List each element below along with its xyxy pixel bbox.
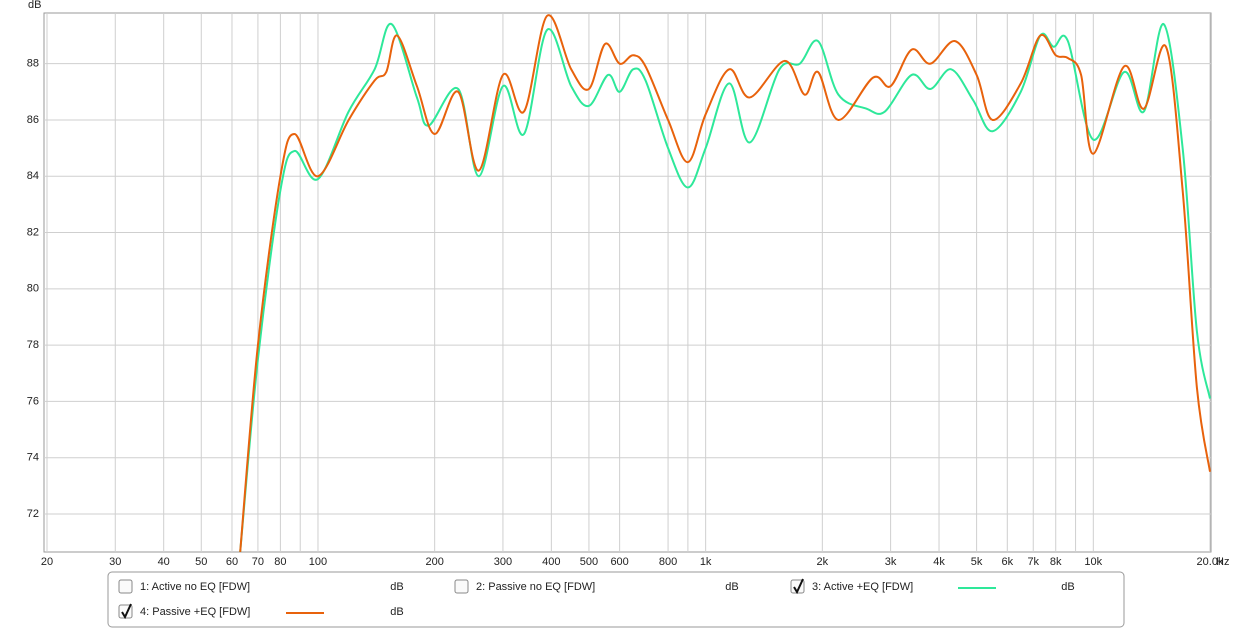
- legend: [107, 571, 1125, 628]
- y-tick-label: 78: [27, 339, 39, 351]
- legend-unit: dB: [390, 606, 403, 618]
- x-tick-label: 20: [41, 556, 53, 568]
- x-tick-label: 30: [109, 556, 121, 568]
- plot-area: [43, 12, 1212, 553]
- x-tick-label: 400: [542, 556, 560, 568]
- x-tick-label: 500: [580, 556, 598, 568]
- x-tick-label: 60: [226, 556, 238, 568]
- x-tick-label: 70: [252, 556, 264, 568]
- y-tick-label: 82: [27, 226, 39, 238]
- x-tick-label: 800: [659, 556, 677, 568]
- y-tick-label: 76: [27, 395, 39, 407]
- x-tick-label: 100: [309, 556, 327, 568]
- x-tick-label: 600: [610, 556, 628, 568]
- x-tick-label: 50: [195, 556, 207, 568]
- legend-checkmark: [793, 578, 804, 595]
- x-tick-label: 80: [274, 556, 286, 568]
- legend-checkbox[interactable]: [454, 579, 469, 594]
- y-axis-label: dB: [28, 0, 41, 11]
- x-tick-label: 4k: [933, 556, 945, 568]
- y-tick-label: 88: [27, 58, 39, 70]
- x-tick-label: 40: [158, 556, 170, 568]
- y-tick-label: 74: [27, 452, 39, 464]
- x-tick-label: 200: [425, 556, 443, 568]
- x-tick-label: 6k: [1001, 556, 1013, 568]
- y-tick-label: 84: [27, 170, 39, 182]
- legend-label: 1: Active no EQ [FDW]: [140, 581, 250, 593]
- y-tick-label: 80: [27, 283, 39, 295]
- x-tick-label: 2k: [817, 556, 829, 568]
- x-tick-label: 300: [494, 556, 512, 568]
- legend-label: 2: Passive no EQ [FDW]: [476, 581, 595, 593]
- x-tick-label: 7k: [1027, 556, 1039, 568]
- x-tick-label: 3k: [885, 556, 897, 568]
- legend-checkmark: [121, 603, 132, 620]
- legend-unit: dB: [1061, 581, 1074, 593]
- y-tick-label: 86: [27, 114, 39, 126]
- legend-label: 3: Active +EQ [FDW]: [812, 581, 913, 593]
- legend-unit: dB: [725, 581, 738, 593]
- legend-label: 4: Passive +EQ [FDW]: [140, 606, 250, 618]
- x-tick-label: 8k: [1050, 556, 1062, 568]
- legend-checkbox[interactable]: [118, 579, 133, 594]
- x-tick-label: 5k: [971, 556, 983, 568]
- x-tick-label: 20.0k: [1197, 556, 1224, 568]
- x-tick-label: 1k: [700, 556, 712, 568]
- legend-unit: dB: [390, 581, 403, 593]
- series-line: [239, 14, 1211, 552]
- x-tick-label: 10k: [1084, 556, 1102, 568]
- y-tick-label: 72: [27, 508, 39, 520]
- x-unit: Hz: [1216, 556, 1229, 568]
